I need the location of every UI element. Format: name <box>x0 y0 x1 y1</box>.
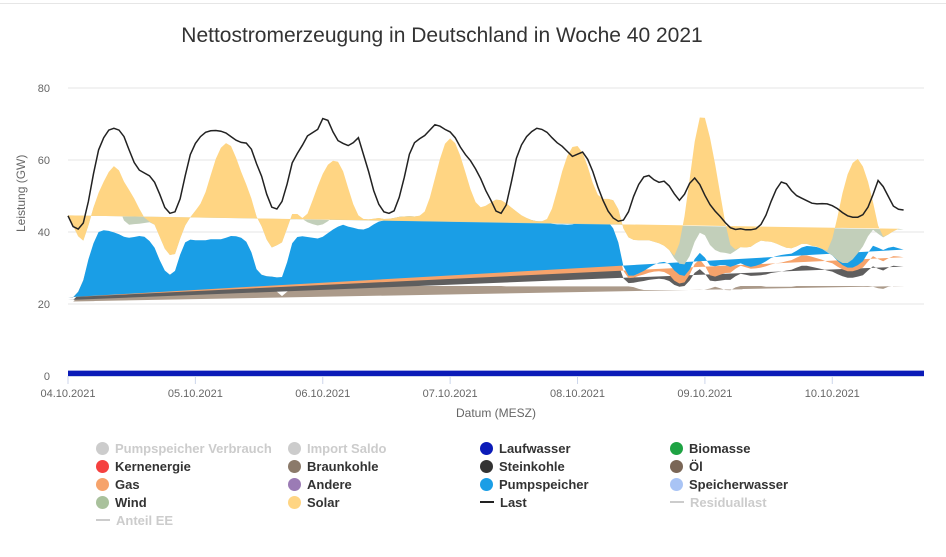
legend-label: Biomasse <box>689 441 751 456</box>
axes: 0 20 40 60 80 04.10.2021 05.10.2021 06.10.2021 0… <box>38 83 924 420</box>
legend-marker-icon <box>670 460 683 473</box>
y-tick-label: 60 <box>38 155 50 167</box>
legend-label: Speicherwasser <box>689 477 789 492</box>
legend-label: Gas <box>115 477 140 492</box>
legend-item-solar[interactable]: Solar <box>288 495 340 510</box>
legend-label: Anteil EE <box>116 513 174 528</box>
legend-item-import-saldo[interactable]: Import Saldo <box>288 441 386 456</box>
legend-label: Wind <box>115 495 147 510</box>
legend-marker-icon <box>96 460 109 473</box>
legend-label: Öl <box>689 459 703 474</box>
legend-marker-icon <box>480 478 493 491</box>
legend-item-steinkohle[interactable]: Steinkohle <box>480 459 565 474</box>
legend-label: Last <box>500 495 527 510</box>
legend-item-anteil-ee[interactable]: Anteil EE <box>96 513 173 528</box>
legend-marker-icon <box>96 442 109 455</box>
legend-marker-icon <box>96 496 109 509</box>
legend-item-residuallast[interactable]: Residuallast <box>670 495 767 510</box>
area-solar[interactable] <box>68 117 899 256</box>
legend-label: Pumpspeicher Verbrauch <box>115 441 272 456</box>
legend-item-laufwasser[interactable]: Laufwasser <box>480 441 571 456</box>
legend-label: Andere <box>307 477 352 492</box>
legend-item-andere[interactable]: Andere <box>288 477 352 492</box>
legend-marker-icon <box>480 442 493 455</box>
legend-marker-icon <box>670 442 683 455</box>
series-line-last[interactable] <box>67 117 904 231</box>
chart-title: Nettostromerzeugung in Deutschland in Wo… <box>181 24 703 47</box>
legend-marker-icon <box>480 460 493 473</box>
x-tick-label: 04.10.2021 <box>40 388 95 400</box>
x-tick-label: 05.10.2021 <box>168 388 223 400</box>
x-tick-label: 06.10.2021 <box>295 388 350 400</box>
legend-marker-icon <box>288 496 301 509</box>
x-axis-label: Datum (MESZ) <box>456 406 536 420</box>
area-pumpspeicher[interactable] <box>68 210 904 298</box>
legend-marker-icon <box>480 501 494 503</box>
top-divider <box>0 3 946 4</box>
legend-label: Braunkohle <box>307 459 379 474</box>
legend-label: Kernenergie <box>115 459 191 474</box>
y-tick-label: 20 <box>38 299 50 311</box>
legend-marker-icon <box>288 460 301 473</box>
legend-label: Solar <box>307 495 340 510</box>
legend-item-braunkohle[interactable]: Braunkohle <box>288 459 379 474</box>
legend-label: Steinkohle <box>499 459 565 474</box>
x-tick-label: 10.10.2021 <box>805 388 860 400</box>
legend-marker-icon <box>96 478 109 491</box>
legend-marker-icon <box>288 442 301 455</box>
legend-item-gas[interactable]: Gas <box>96 477 140 492</box>
area-braunkohle[interactable] <box>68 285 904 302</box>
y-tick-label: 40 <box>38 227 50 239</box>
legend-item-last[interactable]: Last <box>480 495 527 510</box>
legend-label: Pumpspeicher <box>499 477 589 492</box>
legend-item-biomasse[interactable]: Biomasse <box>670 441 750 456</box>
y-tick-label: 0 <box>44 371 50 383</box>
legend-item-speicherwasser[interactable]: Speicherwasser <box>670 477 788 492</box>
stacked-areas <box>68 117 924 376</box>
legend-marker-icon <box>670 478 683 491</box>
legend-marker-icon <box>288 478 301 491</box>
legend-item-pumpspeicher[interactable]: Pumpspeicher <box>480 477 589 492</box>
y-tick-label: 80 <box>38 83 50 95</box>
area-laufwasser[interactable] <box>68 370 924 376</box>
legend-item-öl[interactable]: Öl <box>670 459 703 474</box>
legend-item-pumpspeicher-verbrauch[interactable]: Pumpspeicher Verbrauch <box>96 441 272 456</box>
legend-label: Residuallast <box>690 495 767 510</box>
legend-item-wind[interactable]: Wind <box>96 495 147 510</box>
legend-label: Import Saldo <box>307 441 387 456</box>
chart-area: 0 20 40 60 80 04.10.2021 05.10.2021 06.10.2021 0… <box>38 83 924 420</box>
legend-marker-icon <box>670 501 684 503</box>
x-tick-label: 08.10.2021 <box>550 388 605 400</box>
legend-marker-icon <box>96 519 110 521</box>
x-tick-label: 07.10.2021 <box>423 388 478 400</box>
legend-item-kernenergie[interactable]: Kernenergie <box>96 459 191 474</box>
x-tick-label: 09.10.2021 <box>677 388 732 400</box>
legend-label: Laufwasser <box>499 441 571 456</box>
load-line <box>67 117 904 231</box>
